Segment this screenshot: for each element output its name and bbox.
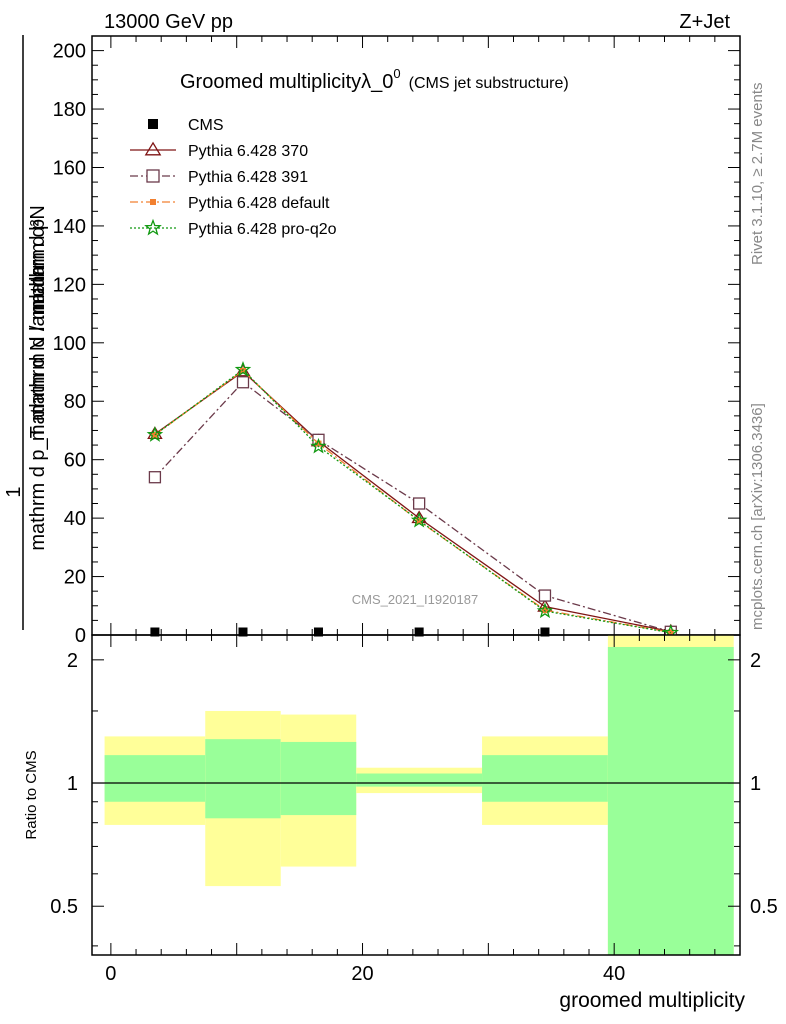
analysis-label: CMS_2021_I1920187 [352, 592, 479, 607]
legend-marker [146, 169, 160, 183]
legend-marker [144, 141, 162, 156]
legend-marker [150, 199, 156, 205]
y-tick-label: 140 [53, 216, 86, 238]
data-point [239, 367, 246, 374]
ratio-inner-band-2 [280, 741, 357, 816]
data-point [538, 589, 552, 602]
y-tick-label: 120 [53, 274, 86, 296]
mcplots-label: mcplots.cern.ch [arXiv:1306.3436] [749, 403, 766, 630]
y-tick-label: 80 [64, 391, 86, 413]
series-line-2 [154, 381, 671, 633]
data-point [541, 607, 548, 614]
series-line-3 [154, 369, 671, 634]
x-tick-label: 40 [603, 963, 625, 985]
y-tick-label: 20 [64, 567, 86, 589]
ratio-panel: 0 20 40 0.5 0.5 1 1 2 2 [50, 634, 778, 985]
data-point [412, 497, 426, 510]
header-left: 13000 GeV pp [104, 11, 233, 33]
data-point [310, 437, 327, 454]
data-point [414, 627, 424, 637]
y-tick-label: 160 [53, 157, 86, 179]
ratio-ylabel: Ratio to CMS [23, 750, 40, 839]
x-tick-label: 0 [105, 963, 116, 985]
y-tick-label: 0 [75, 625, 86, 647]
legend-marker [148, 119, 158, 129]
x-tick-label: 20 [351, 963, 373, 985]
data-point [315, 440, 322, 447]
y-tick-label: 60 [64, 450, 86, 472]
data-point [238, 627, 248, 637]
ratio-inner-band-5 [607, 646, 734, 955]
legend-marker [144, 218, 162, 236]
data-point [536, 602, 554, 619]
data-point [236, 376, 250, 389]
data-point [234, 361, 252, 377]
legend-label: Pythia 6.428 391 [188, 169, 308, 186]
legend-label: Pythia 6.428 370 [188, 143, 308, 160]
ratio-y-tick-label: 0.5 [50, 896, 78, 918]
legend-item-2: Pythia 6.428 391 [130, 169, 308, 186]
x-axis-label: groomed multiplicity [559, 989, 745, 1012]
y-tick-label: 40 [64, 508, 86, 530]
chart-title: Groomed multiplicityλ_00(CMS jet substru… [180, 66, 569, 93]
ratio-y-tick-label: 2 [67, 650, 78, 672]
series-line-1 [154, 370, 671, 633]
legend-label: Pythia 6.428 default [188, 195, 330, 212]
header-right: Z+Jet [679, 11, 730, 33]
data-point [410, 511, 428, 528]
ratio-y-tick-label: 1 [67, 773, 78, 795]
legend-item-1: Pythia 6.428 370 [130, 141, 308, 160]
data-point [146, 426, 164, 442]
rivet-label: Rivet 3.1.10, ≥ 2.7M events [749, 83, 766, 266]
legend-label: Pythia 6.428 pro-q2o [188, 221, 337, 238]
data-point [540, 627, 550, 637]
ratio-frame [91, 634, 741, 956]
ylabel-numerator: 1 [3, 486, 25, 497]
ratio-inner-band-1 [205, 739, 281, 819]
data-point [150, 627, 160, 637]
y-tick-label: 100 [53, 333, 86, 355]
data-point [416, 518, 423, 525]
ratio-inner-band-0 [104, 755, 206, 802]
main-ylabel: 1 mathrm d N / mathrm d p mathrm d²N mat… [3, 35, 49, 630]
legend-label: CMS [188, 117, 224, 134]
legend-item-4: Pythia 6.428 pro-q2o [130, 218, 337, 238]
ylabel-denominator-2: mathrm d p_T mathrm d lambda [27, 264, 49, 550]
y-tick-label: 180 [53, 99, 86, 121]
ratio-inner-band-4 [482, 755, 608, 802]
legend-item-0: CMS [148, 117, 224, 134]
chart-title-text: Groomed multiplicityλ_00(CMS jet substru… [180, 66, 569, 93]
ratio-y-tick-label-right: 1 [750, 773, 761, 795]
data-point [313, 627, 323, 637]
ylabel-numerator-2: mathrm d²N [27, 205, 49, 311]
ratio-inner-band-3 [356, 773, 483, 787]
data-point [148, 471, 162, 484]
legend-item-3: Pythia 6.428 default [130, 195, 330, 212]
y-tick-label: 200 [53, 41, 86, 63]
legend: CMS Pythia 6.428 370 Pythia 6.428 391 Pythi… [130, 117, 337, 238]
ratio-y-tick-label-right: 2 [750, 650, 761, 672]
ylabel-denominator-1: mathrm d N / mathrm d p [27, 219, 49, 441]
ratio-y-tick-label-right: 0.5 [750, 896, 778, 918]
